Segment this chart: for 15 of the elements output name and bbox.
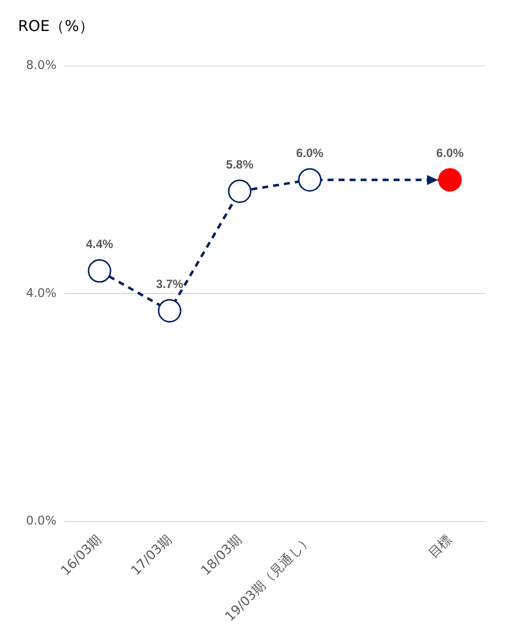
y-tick-label: 0.0% (26, 513, 56, 528)
point (158, 298, 182, 322)
y-tick-label: 4.0% (26, 286, 56, 300)
data-label: 6.0% (436, 146, 464, 160)
chart-title: ROE（%） (18, 16, 94, 35)
data-label: 3.7% (156, 277, 184, 292)
data-label: 5.8% (226, 158, 254, 172)
point (88, 259, 112, 283)
point (298, 168, 322, 192)
data-label: 6.0% (296, 146, 324, 160)
x-tick-label: 目標 (426, 532, 456, 562)
y-tick-label: 8.0% (26, 58, 56, 72)
point (228, 179, 252, 203)
point (438, 168, 462, 192)
data-label: 4.4% (86, 237, 114, 252)
